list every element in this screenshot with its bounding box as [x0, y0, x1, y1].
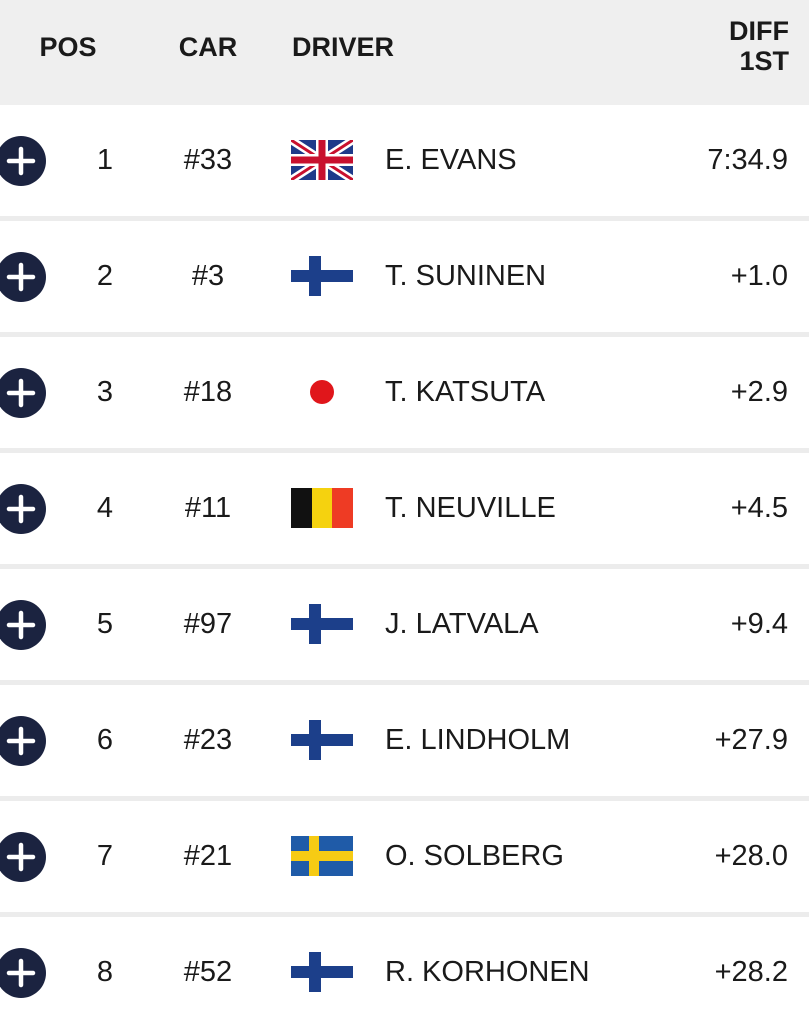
flag [291, 488, 353, 528]
result-row: 6 #23 E. LINDHOLM +27.9 [0, 685, 809, 796]
diff: +28.0 [714, 840, 788, 872]
expand-button[interactable] [0, 367, 47, 419]
expand-button[interactable] [0, 947, 47, 999]
diff: +9.4 [730, 608, 788, 640]
car-number: #52 [183, 956, 233, 988]
car-number: #97 [183, 608, 233, 640]
header-car: CAR [178, 32, 238, 62]
position: 3 [96, 376, 114, 408]
header-diff: DIFF 1ST [729, 16, 789, 76]
flag [291, 836, 353, 876]
car-number: #3 [191, 260, 225, 292]
car-number: #21 [183, 840, 233, 872]
position: 6 [96, 724, 114, 756]
position: 1 [96, 144, 114, 176]
driver: T. KATSUTA [385, 376, 546, 408]
driver: T. NEUVILLE [385, 492, 556, 524]
flag [291, 372, 353, 412]
result-row: 5 #97 J. LATVALA +9.4 [0, 569, 809, 680]
header-diff-line: 1ST [739, 46, 789, 76]
driver: E. LINDHOLM [385, 724, 571, 756]
flag [291, 140, 353, 180]
position: 7 [96, 840, 114, 872]
expand-button[interactable] [0, 599, 47, 651]
expand-button[interactable] [0, 135, 47, 187]
expand-button[interactable] [0, 483, 47, 535]
position: 5 [96, 608, 114, 640]
result-row: 4 #11 T. NEUVILLE +4.5 [0, 453, 809, 564]
driver: T. SUNINEN [385, 260, 547, 292]
result-row: 8 #52 R. KORHONEN +28.2 [0, 917, 809, 1024]
diff: +4.5 [730, 492, 788, 524]
flag [291, 256, 353, 296]
diff: +1.0 [730, 260, 788, 292]
table-header: POS CAR DRIVER DIFF 1ST [0, 0, 809, 105]
flag [291, 720, 353, 760]
diff: +28.2 [714, 956, 788, 988]
expand-button[interactable] [0, 715, 47, 767]
car-number: #33 [183, 144, 233, 176]
result-row: 2 #3 T. SUNINEN +1.0 [0, 221, 809, 332]
result-row: 1 #33 E. EVANS 7:34.9 [0, 105, 809, 216]
diff: 7:34.9 [707, 144, 788, 176]
result-row: 3 #18 T. KATSUTA +2.9 [0, 337, 809, 448]
diff: +27.9 [714, 724, 788, 756]
driver: E. EVANS [385, 144, 517, 176]
expand-button[interactable] [0, 831, 47, 883]
position: 4 [96, 492, 114, 524]
driver: R. KORHONEN [385, 956, 590, 988]
driver: O. SOLBERG [385, 840, 564, 872]
header-diff-line: DIFF [729, 16, 789, 46]
car-number: #18 [183, 376, 233, 408]
car-number: #23 [183, 724, 233, 756]
flag [291, 604, 353, 644]
car-number: #11 [184, 492, 232, 524]
flag [291, 952, 353, 992]
position: 8 [96, 956, 114, 988]
position: 2 [96, 260, 114, 292]
diff: +2.9 [730, 376, 788, 408]
header-pos: POS [39, 32, 97, 62]
header-driver: DRIVER [292, 32, 395, 62]
result-row: 7 #21 O. SOLBERG +28.0 [0, 801, 809, 912]
expand-button[interactable] [0, 251, 47, 303]
driver: J. LATVALA [385, 608, 539, 640]
